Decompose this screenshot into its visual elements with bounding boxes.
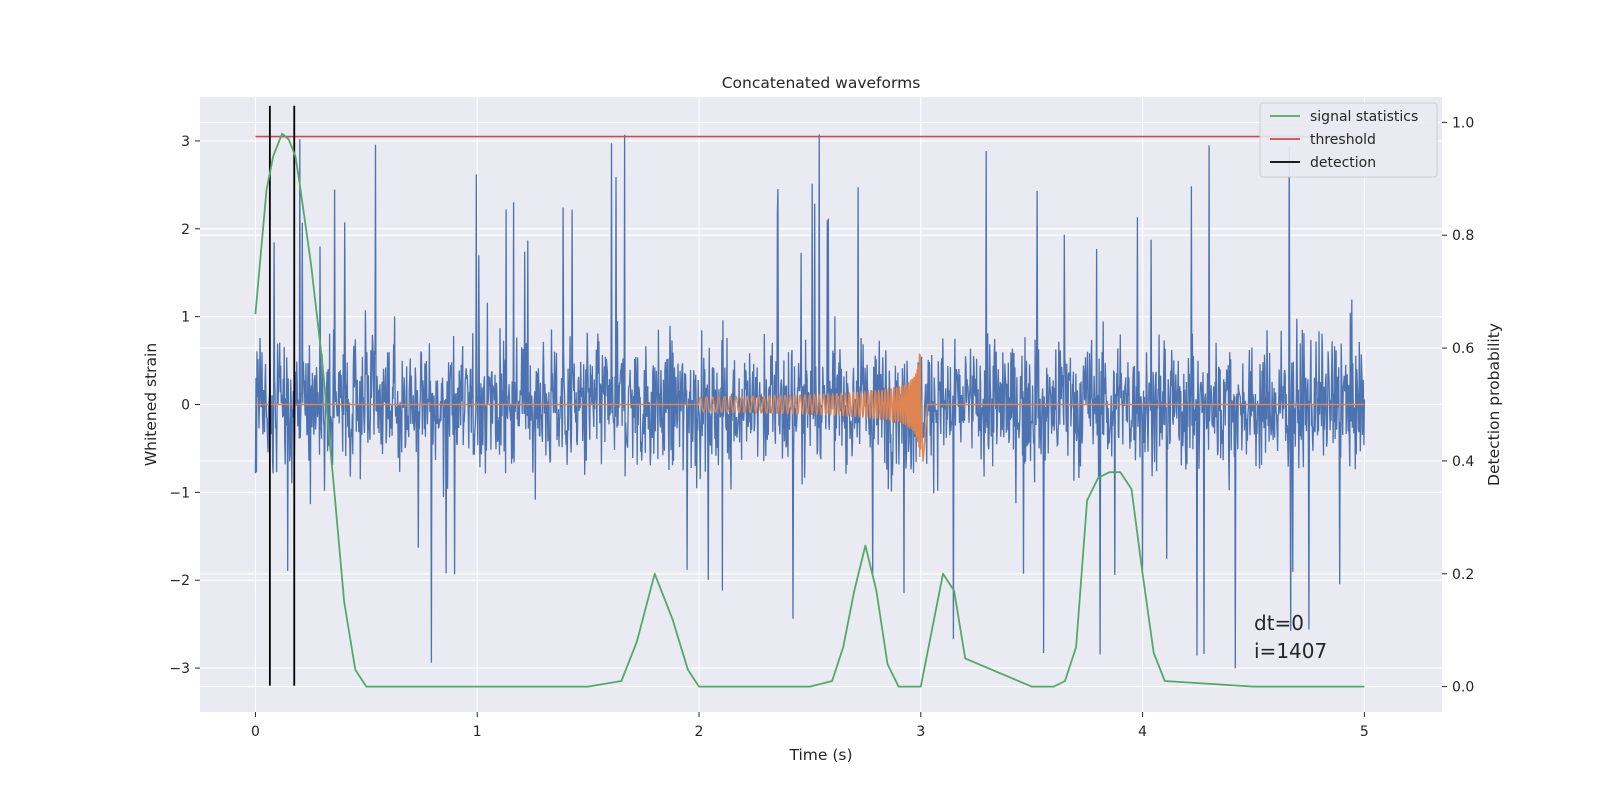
legend-box xyxy=(1259,102,1438,178)
signal-statistics-line xyxy=(254,132,1365,688)
plot-area xyxy=(254,105,1366,688)
y-tick-label-right: 0.8 xyxy=(1452,228,1474,244)
y-tick-label: 1 xyxy=(181,310,190,326)
legend: signal statistics threshold detection xyxy=(1259,102,1438,178)
x-tick-label: 4 xyxy=(1138,724,1147,740)
y-tick-label: 3 xyxy=(181,134,190,150)
chart-title: Concatenated waveforms xyxy=(722,74,921,92)
y-tick-label: −3 xyxy=(169,661,190,677)
x-tick-label: 3 xyxy=(916,724,925,740)
x-tick-label: 2 xyxy=(695,724,704,740)
y-tick-label-right: 0.0 xyxy=(1452,680,1474,696)
x-axis-label: Time (s) xyxy=(788,746,852,764)
axes: 0 1 2 3 4 5 −3 −2 −1 0 1 2 3 0.0 0.2 0.4 0.6 0.8 1.0 xyxy=(169,115,1474,740)
y-tick-label: 0 xyxy=(181,398,190,414)
annotation-i: i=1407 xyxy=(1254,639,1327,663)
y-tick-label: 2 xyxy=(181,222,190,238)
noise-series-line xyxy=(254,134,1366,669)
y-tick-label: −1 xyxy=(169,485,190,501)
y-tick-label-right: 0.2 xyxy=(1452,567,1474,583)
y-axis-label: Whitened strain xyxy=(142,343,160,466)
y-tick-label: −2 xyxy=(169,573,190,589)
legend-label-threshold: threshold xyxy=(1310,132,1376,148)
annotation-dt: dt=0 xyxy=(1254,611,1304,635)
y-tick-label-right: 0.6 xyxy=(1452,341,1474,357)
x-tick-label: 5 xyxy=(1360,724,1369,740)
x-tick-label: 0 xyxy=(251,724,260,740)
legend-label-signal-statistics: signal statistics xyxy=(1310,109,1418,125)
y-tick-label-right: 1.0 xyxy=(1452,115,1474,131)
legend-label-detection: detection xyxy=(1310,155,1376,171)
y-tick-label-right: 0.4 xyxy=(1452,454,1474,470)
x-tick-label: 1 xyxy=(473,724,482,740)
injected-series-line xyxy=(255,353,1365,462)
y-axis-label-right: Detection probability xyxy=(1485,323,1503,486)
